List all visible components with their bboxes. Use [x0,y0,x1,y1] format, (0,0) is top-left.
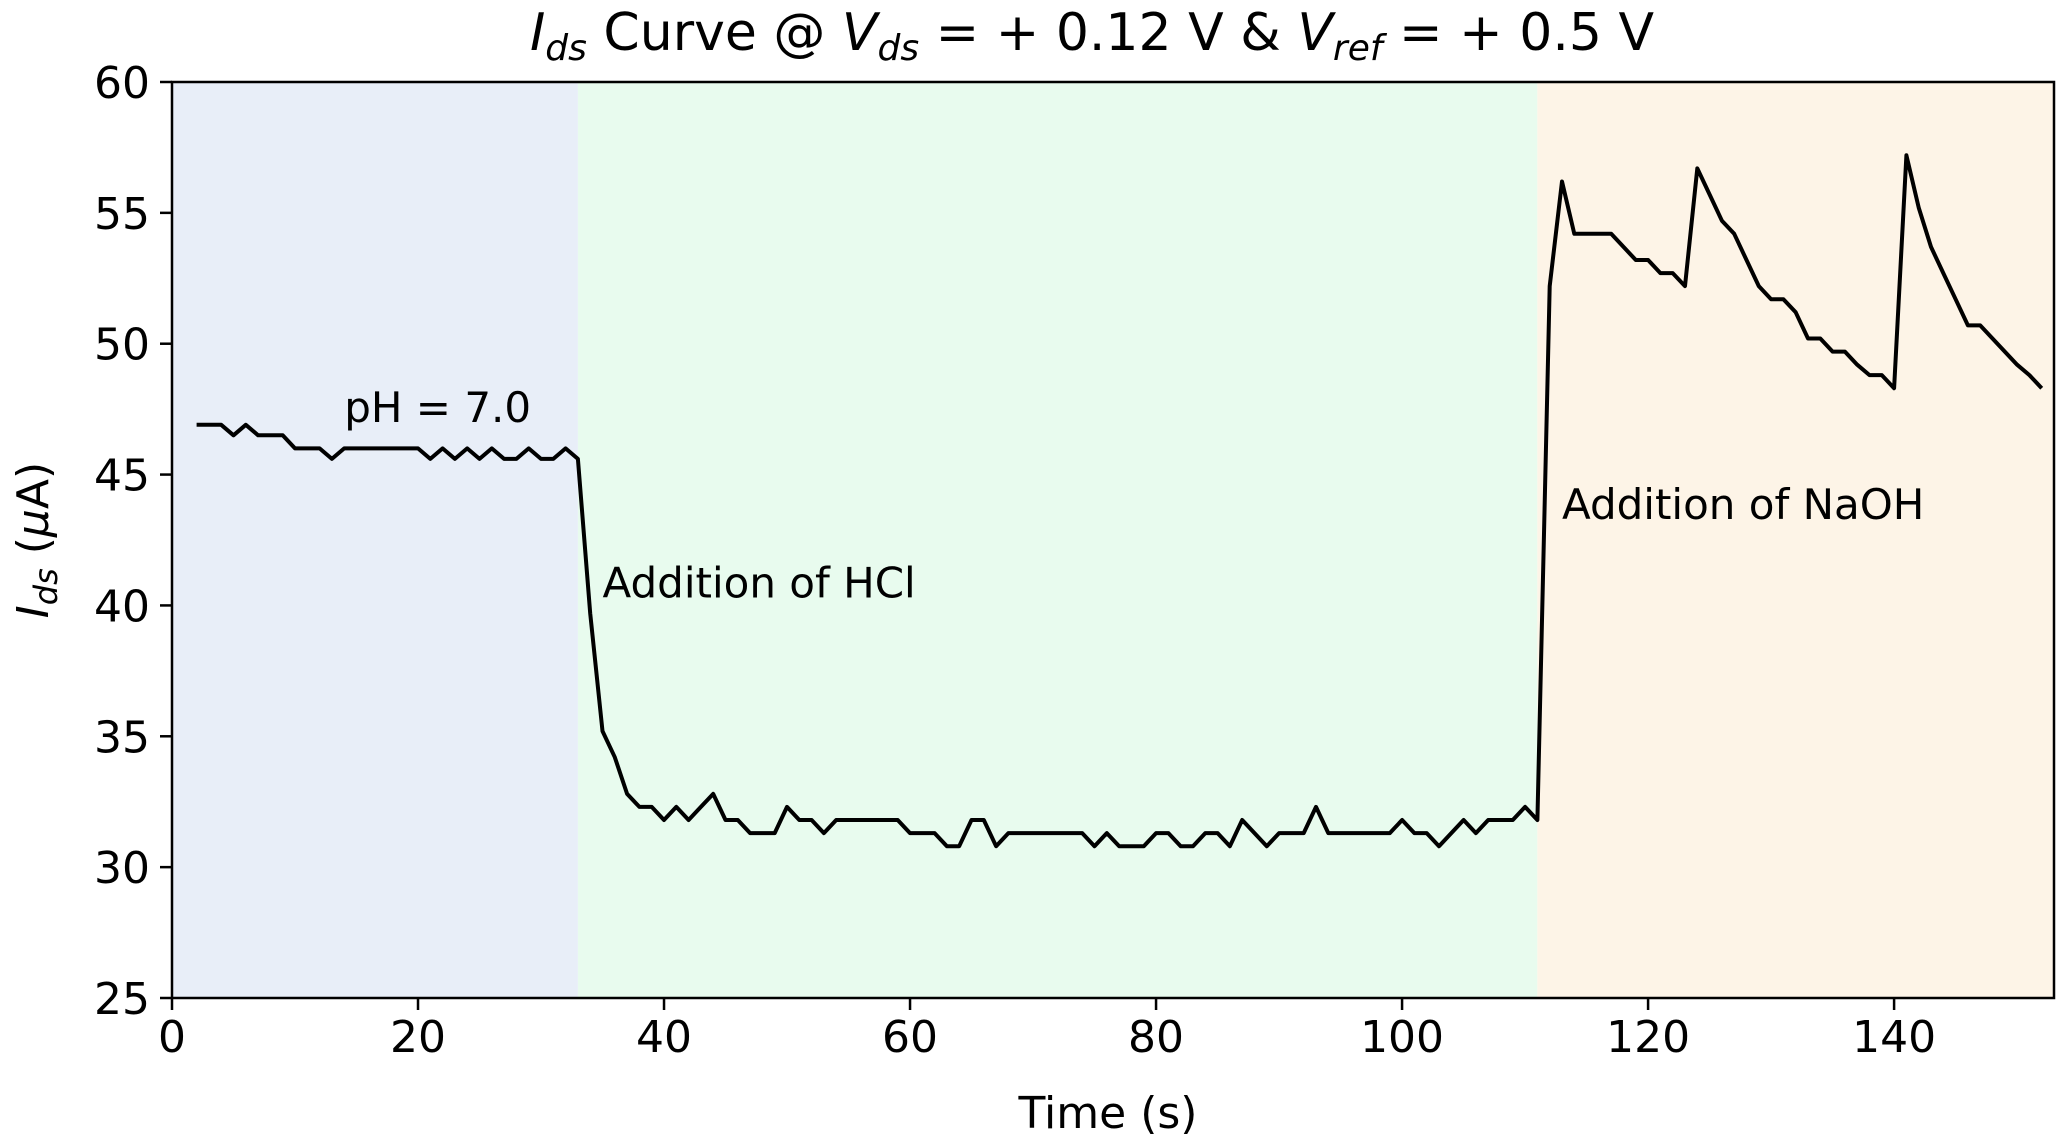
x-axis-label: Time (s) [1018,1088,1198,1139]
y-tick-label: 50 [94,320,150,371]
annotations: pH = 7.0 Addition of HCl Addition of NaOH [344,383,1924,607]
y-tick-label: 30 [94,843,150,894]
region-0 [172,82,578,998]
x-tick-label: 0 [158,1012,186,1063]
region-1 [577,82,1538,998]
y-tick-label: 35 [94,712,150,763]
annotation-2: Addition of NaOH [1562,480,1924,529]
y-tick-label: 40 [94,581,150,632]
annotation-0: pH = 7.0 [344,383,531,432]
axis-ticks: 0 20 40 60 80 100 120 140 25 30 35 40 45 50 55 60 [94,58,1936,1063]
y-tick-label: 25 [94,974,150,1025]
x-tick-label: 40 [636,1012,692,1063]
annotation-1: Addition of HCl [603,559,916,608]
x-tick-label: 120 [1606,1012,1690,1063]
axes-frame [170,80,2056,1000]
x-tick-label: 80 [1128,1012,1184,1063]
y-tick-label: 55 [94,189,150,240]
region-2 [1537,82,2054,998]
x-tick-label: 140 [1852,1012,1936,1063]
x-tick-label: 60 [882,1012,938,1063]
x-tick-label: 20 [390,1012,446,1063]
x-tick-label: 100 [1360,1012,1444,1063]
y-tick-label: 45 [94,451,150,502]
shaded-regions [172,82,2054,998]
y-tick-label: 60 [94,58,150,109]
series-line-ids [196,153,2044,849]
y-axis-label: Ids (μA) [8,462,65,618]
chart-title: Ids Curve @ Vds = + 0.12 V & Vref = + 0.… [530,3,1655,69]
series-layer [196,153,2044,849]
